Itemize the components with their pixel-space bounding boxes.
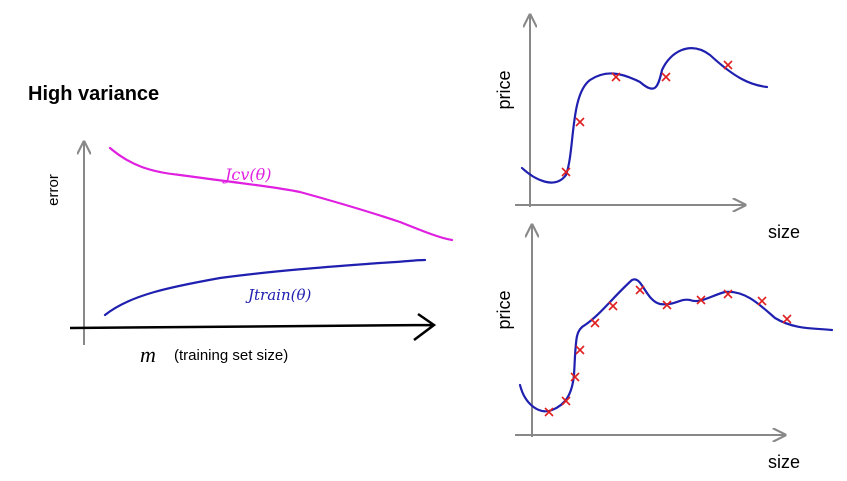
y-label: price [494, 70, 514, 109]
x-label: (training set size) [174, 347, 288, 364]
y-label: error [45, 174, 62, 206]
train-label: Jtrain(θ) [245, 286, 311, 304]
x-axis [69, 312, 437, 341]
train-curve [103, 258, 427, 317]
cv-curve [108, 146, 454, 242]
left-plot: error m (training set size) Jcv(θ) Jtrai… [45, 142, 454, 367]
fit-curve [520, 47, 769, 184]
x-label: size [768, 452, 800, 472]
y-label: price [494, 290, 514, 329]
x-label: size [768, 222, 800, 242]
data-points [561, 60, 733, 177]
top-right-plot: price size [494, 15, 800, 242]
fit-curve [518, 278, 834, 413]
title: High variance [28, 83, 159, 105]
data-points [544, 285, 792, 417]
cv-label: Jcv(θ) [222, 165, 272, 184]
bottom-right-plot: price size [494, 225, 834, 472]
x-symbol: m [140, 342, 156, 367]
